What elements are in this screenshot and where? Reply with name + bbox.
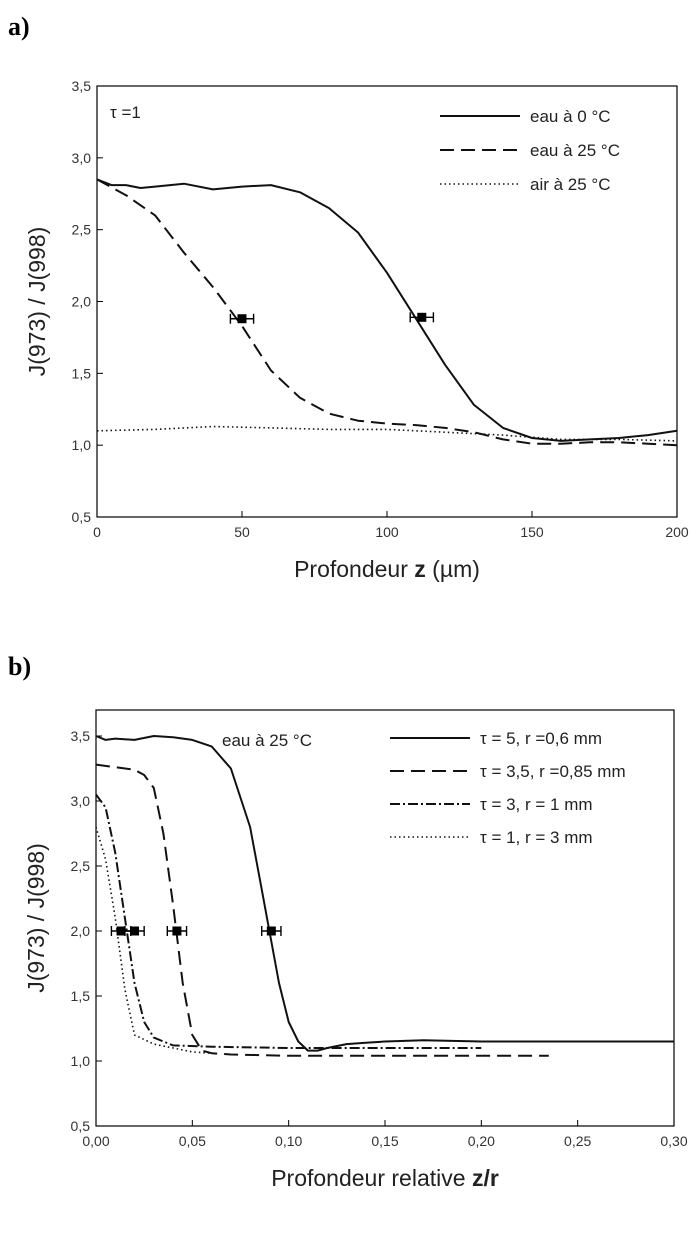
data-marker-1 (116, 926, 126, 936)
x-tick-label: 0,15 (371, 1133, 398, 1149)
y-axis-title: J(973) / J(998) (23, 843, 49, 993)
x-axis-title-text: Profondeur relative (271, 1165, 472, 1191)
x-tick-label: 0,20 (468, 1133, 495, 1149)
x-tick-label: 150 (520, 524, 544, 540)
y-tick-label: 3,0 (71, 793, 91, 809)
x-axis-title-unit: (µm) (426, 556, 480, 582)
legend-label-3: τ = 3, r = 1 mm (480, 795, 593, 814)
series-line-1 (96, 178, 678, 442)
y-tick-label: 2,0 (71, 923, 91, 939)
legend-label-2: τ = 3,5, r =0,85 mm (480, 762, 626, 781)
data-marker-2 (417, 312, 427, 322)
legend-label-4: τ = 1, r = 3 mm (480, 828, 593, 847)
legend-label-1: τ = 5, r =0,6 mm (480, 729, 602, 748)
series-line-1 (95, 735, 674, 1052)
data-marker-2 (130, 926, 140, 936)
x-tick-label: 50 (234, 524, 250, 540)
y-axis-title: J(973) / J(998) (24, 227, 50, 377)
x-tick-label: 0,25 (564, 1133, 591, 1149)
x-tick-label: 0,00 (82, 1133, 109, 1149)
y-tick-label: 1,5 (71, 988, 91, 1004)
y-tick-label: 1,0 (71, 1053, 91, 1069)
y-tick-label: 3,0 (72, 150, 92, 166)
y-tick-label: 3,5 (71, 728, 91, 744)
x-tick-label: 100 (375, 524, 399, 540)
data-marker-3 (172, 926, 182, 936)
series-line-2 (95, 763, 549, 1057)
chart-a: 0 50 100 150 200 0,5 1,0 1,5 2,0 2,5 3,0 3,5 Profond… (24, 78, 689, 582)
series-line-4 (95, 826, 212, 1054)
x-tick-label: 0,05 (179, 1133, 206, 1149)
x-axis-title: Profondeur z (µm) (294, 556, 480, 582)
y-tick-label: 2,5 (72, 222, 92, 238)
y-tick-label: 1,5 (72, 365, 92, 381)
panel-b-label: b) (8, 652, 32, 681)
x-axis-title-symbol: z/r (472, 1165, 499, 1191)
x-tick-label: 200 (665, 524, 689, 540)
data-marker-4 (266, 926, 276, 936)
chart-annotation: eau à 25 °C (222, 731, 312, 750)
series-line-2 (96, 178, 678, 447)
data-marker-1 (237, 314, 247, 324)
y-tick-label: 0,5 (72, 509, 92, 525)
x-axis-title: Profondeur relative z/r (271, 1165, 499, 1191)
chart-annotation: τ =1 (110, 103, 141, 122)
y-tick-label: 3,5 (72, 78, 92, 94)
x-tick-label: 0,10 (275, 1133, 302, 1149)
x-tick-label: 0,30 (660, 1133, 687, 1149)
y-tick-label: 2,0 (72, 294, 92, 310)
y-tick-label: 0,5 (71, 1118, 91, 1134)
y-tick-label: 2,5 (71, 858, 91, 874)
legend-label-1: eau à 0 °C (530, 107, 611, 126)
legend-label-2: eau à 25 °C (530, 141, 620, 160)
x-axis-title-symbol: z (414, 556, 426, 582)
y-tick-label: 1,0 (72, 437, 92, 453)
x-axis-title-text: Profondeur (294, 556, 414, 582)
series-line-3 (95, 793, 482, 1049)
legend-label-3: air à 25 °C (530, 175, 611, 194)
panel-a-label: a) (8, 12, 30, 41)
chart-b: 0,00 0,05 0,10 0,15 0,20 0,25 0,30 0,5 1,0 1,5 2,0… (23, 709, 688, 1191)
x-tick-label: 0 (93, 524, 101, 540)
